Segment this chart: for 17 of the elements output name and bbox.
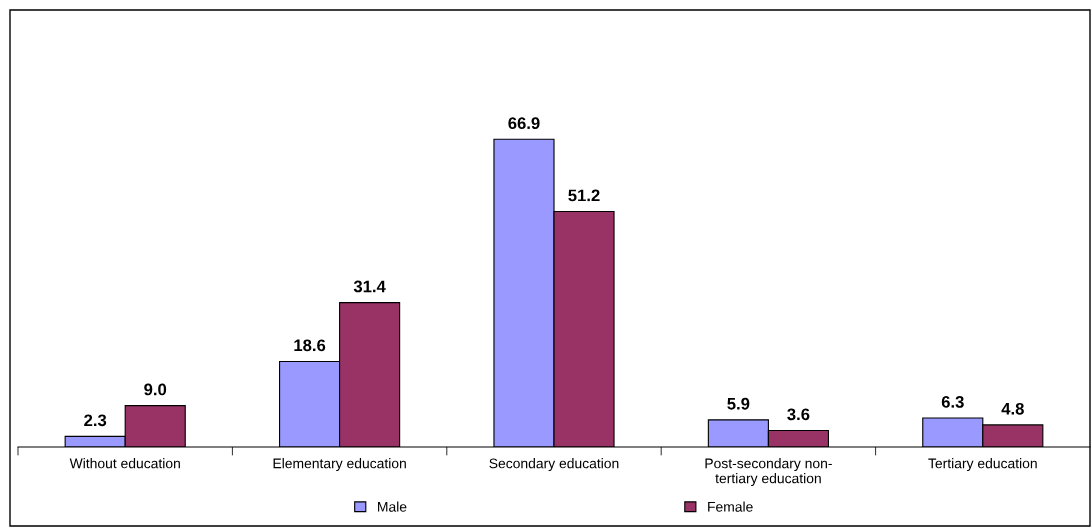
data-label: 51.2: [568, 189, 600, 202]
data-label: 3.6: [787, 408, 810, 421]
x-tick-label: Tertiary education: [928, 458, 1037, 472]
x-tick-label: Secondary education: [489, 458, 619, 472]
data-label: 66.9: [508, 117, 540, 130]
x-tick-label: Without education: [69, 458, 180, 469]
legend-label: Male: [378, 501, 407, 512]
data-label: 2.3: [84, 414, 107, 427]
legend-label: Female: [708, 501, 753, 512]
data-label: 31.4: [353, 280, 386, 293]
data-label: 18.6: [294, 339, 326, 352]
x-tick-label: Elementary education: [273, 458, 406, 472]
data-label: 9.0: [144, 383, 167, 396]
data-label: 5.9: [727, 397, 750, 410]
data-label: 6.3: [941, 395, 964, 408]
data-label: 4.8: [1001, 402, 1024, 415]
x-tick-label: Post-secondary non- tertiary education: [705, 458, 832, 487]
